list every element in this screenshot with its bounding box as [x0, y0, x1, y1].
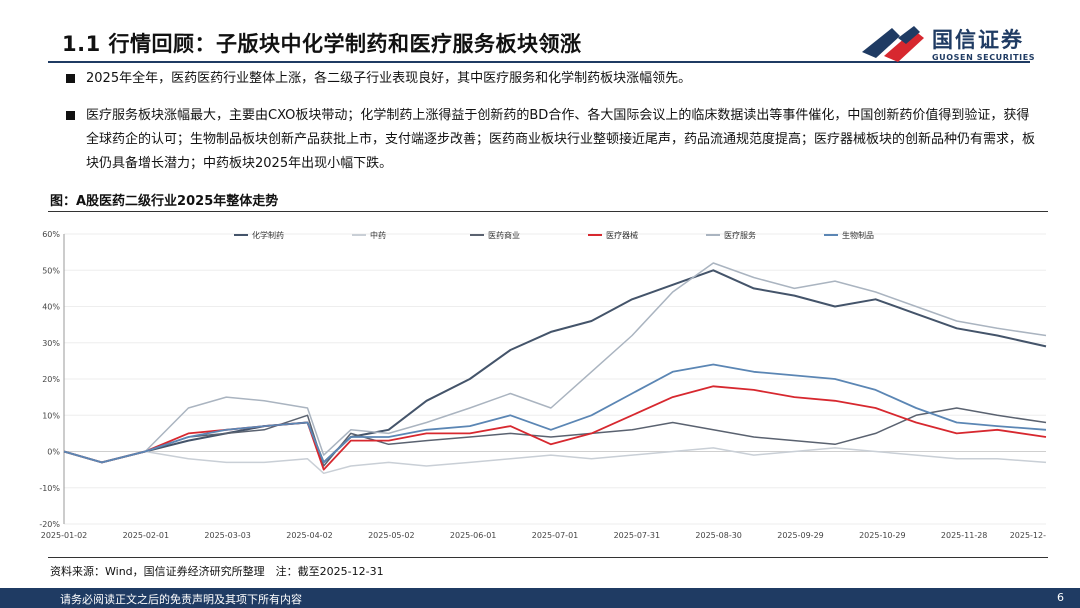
series-line-化学制药	[63, 269, 1047, 464]
y-tick-label: 60%	[42, 230, 60, 239]
x-tick-label: 2025-11-28	[941, 531, 988, 540]
logo-text-en: GUOSEN SECURITIES	[932, 53, 1036, 62]
line-chart: 60%50%40%30%20%10%0%-10%-20% 2025-01-02 2…	[39, 230, 1047, 540]
y-tick-label: -20%	[39, 520, 60, 529]
bullet-text: 医疗服务板块涨幅最大，主要由CXO板块带动；化学制药上涨得益于创新药的BD合作、…	[86, 108, 1036, 171]
title-divider	[48, 61, 1030, 63]
chart-legend: 化学制药 中药 医药商业 医疗器械 医疗服务 生物制品	[234, 230, 874, 240]
x-tick-label: 2025-02-01	[123, 531, 170, 540]
x-tick-label: 2025-01-02	[41, 531, 88, 540]
legend-label: 医药商业	[488, 230, 520, 240]
bullet-2: 医疗服务板块涨幅最大，主要由CXO板块带动；化学制药上涨得益于创新药的BD合作、…	[66, 104, 1036, 176]
source-divider	[48, 557, 1048, 558]
y-tick-label: 50%	[42, 266, 60, 275]
x-tick-label: 2025-03-03	[204, 531, 251, 540]
legend-label: 生物制品	[842, 230, 874, 240]
page-title: 1.1 行情回顾：子版块中化学制药和医疗服务板块领涨	[62, 32, 582, 56]
footer-bar: 请务必阅读正文之后的免责声明及其项下所有内容 6	[0, 588, 1080, 608]
x-tick-label: 2025-10-29	[859, 531, 906, 540]
x-tick-label: 2025-06-01	[450, 531, 497, 540]
y-tick-label: -10%	[39, 484, 60, 493]
x-tick-label: 2025-05-02	[368, 531, 415, 540]
source-note: 资料来源：Wind，国信证券经济研究所整理 注：截至2025-12-31	[50, 565, 384, 578]
x-tick-label: 2025-04-02	[286, 531, 333, 540]
series-line-生物制品	[63, 363, 1047, 464]
series-lines	[63, 262, 1047, 475]
disclaimer-text: 请务必阅读正文之后的免责声明及其项下所有内容	[60, 593, 302, 606]
y-tick-label: 30%	[42, 339, 60, 348]
figure-divider	[48, 211, 1048, 212]
chart-grid	[63, 233, 1046, 525]
bullet-square-icon	[66, 111, 75, 120]
x-tick-label: 2025-08-30	[695, 531, 742, 540]
brand-logo: 国信证券 GUOSEN SECURITIES	[858, 22, 1048, 66]
series-line-医疗服务	[63, 262, 1047, 464]
series-line-中药	[63, 447, 1047, 475]
x-tick-label: 2025-12-	[1010, 531, 1046, 540]
y-tick-label: 10%	[42, 411, 60, 420]
y-tick-label: 40%	[42, 303, 60, 312]
legend-label: 医疗器械	[606, 230, 638, 240]
legend-label: 中药	[370, 230, 386, 240]
x-tick-label: 2025-07-31	[614, 531, 661, 540]
logo-mark-icon	[862, 26, 924, 62]
bullet-text: 2025年全年，医药医药行业整体上涨，各二级子行业表现良好，其中医疗服务和化学制…	[86, 71, 692, 86]
x-axis: 2025-01-02 2025-02-01 2025-03-03 2025-04-02…	[41, 531, 1046, 540]
bullet-square-icon	[66, 74, 75, 83]
legend-label: 化学制药	[252, 230, 284, 240]
logo-text-cn: 国信证券	[932, 28, 1024, 52]
bullet-1: 2025年全年，医药医药行业整体上涨，各二级子行业表现良好，其中医疗服务和化学制…	[66, 67, 1036, 91]
legend-label: 医疗服务	[724, 230, 756, 240]
x-tick-label: 2025-09-29	[777, 531, 824, 540]
x-tick-label: 2025-07-01	[532, 531, 579, 540]
page-number: 6	[1057, 591, 1064, 604]
figure-title: 图：A股医药二级行业2025年整体走势	[50, 194, 279, 209]
y-axis: 60% 50% 40% 30% 20% 10% 0% -10% -20%	[39, 230, 60, 529]
y-tick-label: 0%	[47, 448, 60, 457]
y-tick-label: 20%	[42, 375, 60, 384]
